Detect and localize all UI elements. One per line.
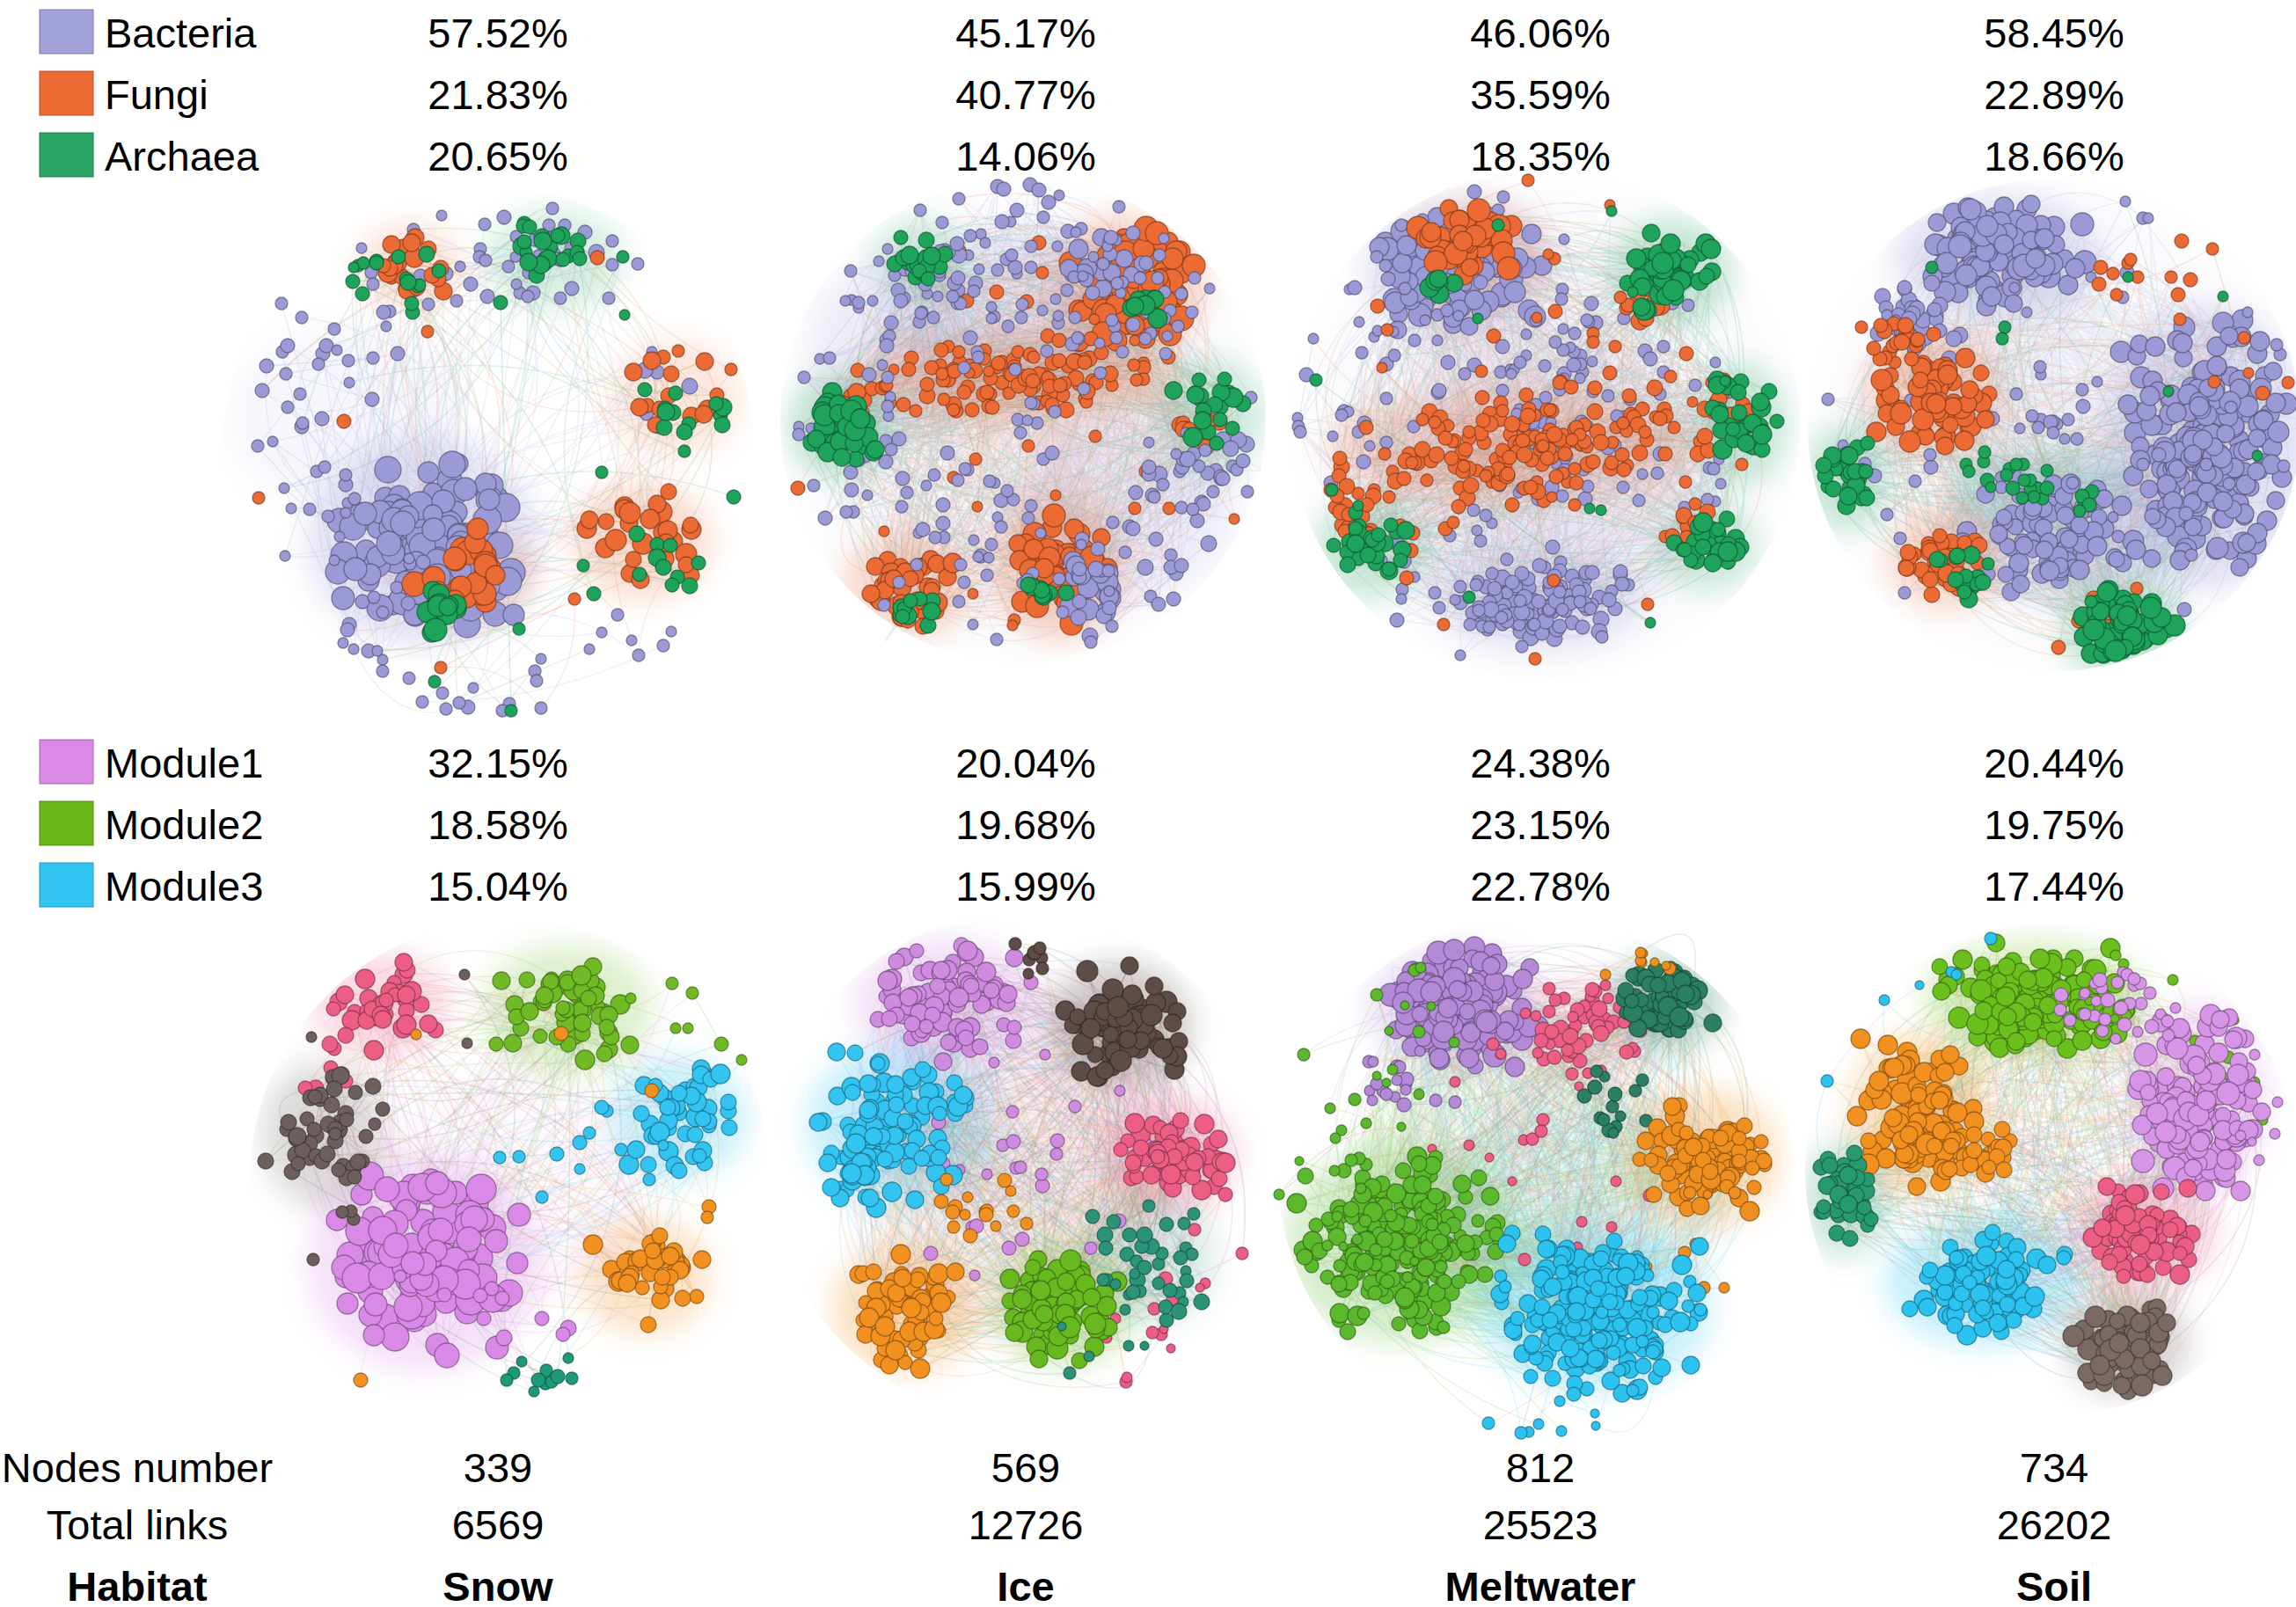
svg-text:6569: 6569 xyxy=(452,1501,545,1548)
svg-text:18.66%: 18.66% xyxy=(1984,133,2124,179)
svg-text:45.17%: 45.17% xyxy=(955,10,1095,56)
svg-text:19.75%: 19.75% xyxy=(1984,801,2124,848)
svg-text:812: 812 xyxy=(1506,1444,1575,1491)
svg-text:22.78%: 22.78% xyxy=(1470,863,1610,909)
svg-text:Habitat: Habitat xyxy=(67,1563,208,1607)
svg-text:Snow: Snow xyxy=(442,1563,553,1607)
svg-text:Meltwater: Meltwater xyxy=(1445,1563,1636,1607)
svg-text:18.35%: 18.35% xyxy=(1470,133,1610,179)
svg-text:Archaea: Archaea xyxy=(105,133,260,179)
svg-text:19.68%: 19.68% xyxy=(955,801,1095,848)
svg-text:569: 569 xyxy=(991,1444,1060,1491)
svg-text:339: 339 xyxy=(464,1444,532,1491)
svg-text:18.58%: 18.58% xyxy=(428,801,567,848)
svg-text:Module1: Module1 xyxy=(105,740,263,786)
svg-text:Ice: Ice xyxy=(997,1563,1054,1607)
svg-text:Fungi: Fungi xyxy=(105,71,208,118)
svg-text:Soil: Soil xyxy=(2016,1563,2092,1607)
svg-text:15.04%: 15.04% xyxy=(428,863,567,909)
svg-text:35.59%: 35.59% xyxy=(1470,71,1610,118)
svg-text:46.06%: 46.06% xyxy=(1470,10,1610,56)
svg-text:21.83%: 21.83% xyxy=(428,71,567,118)
svg-text:20.65%: 20.65% xyxy=(428,133,567,179)
svg-text:Nodes number: Nodes number xyxy=(2,1444,273,1491)
svg-text:20.04%: 20.04% xyxy=(955,740,1095,786)
svg-text:14.06%: 14.06% xyxy=(955,133,1095,179)
svg-text:58.45%: 58.45% xyxy=(1984,10,2124,56)
svg-text:24.38%: 24.38% xyxy=(1470,740,1610,786)
svg-text:22.89%: 22.89% xyxy=(1984,71,2124,118)
svg-text:57.52%: 57.52% xyxy=(428,10,567,56)
svg-text:20.44%: 20.44% xyxy=(1984,740,2124,786)
svg-text:Bacteria: Bacteria xyxy=(105,10,257,56)
svg-text:23.15%: 23.15% xyxy=(1470,801,1610,848)
svg-text:12726: 12726 xyxy=(969,1501,1084,1548)
svg-text:26202: 26202 xyxy=(1997,1501,2112,1548)
svg-text:734: 734 xyxy=(2020,1444,2088,1491)
svg-text:Total links: Total links xyxy=(47,1501,228,1548)
svg-text:25523: 25523 xyxy=(1483,1501,1598,1548)
svg-text:40.77%: 40.77% xyxy=(955,71,1095,118)
svg-text:17.44%: 17.44% xyxy=(1984,863,2124,909)
svg-text:32.15%: 32.15% xyxy=(428,740,567,786)
svg-text:15.99%: 15.99% xyxy=(955,863,1095,909)
svg-text:Module2: Module2 xyxy=(105,801,263,848)
svg-text:Module3: Module3 xyxy=(105,863,263,909)
